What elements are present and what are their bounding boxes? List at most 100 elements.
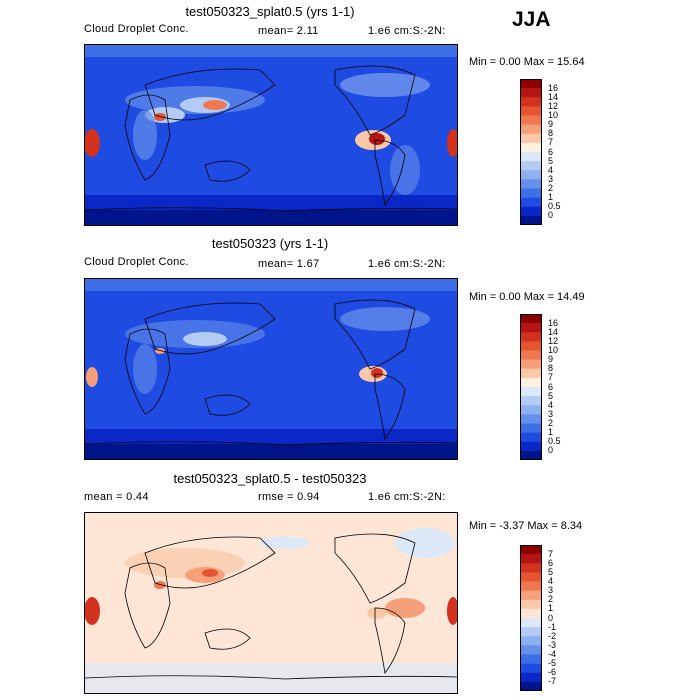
colorbar-tick-label: 5 <box>548 155 554 166</box>
panel1-minmax: Min = 0.00 Max = 15.64 <box>469 56 585 68</box>
colorbar-swatch <box>520 405 542 415</box>
colorbar-tick-label: 7 <box>548 372 554 383</box>
colorbar-swatch <box>520 88 542 98</box>
panel1-map <box>84 44 458 226</box>
colorbar-swatch <box>520 197 542 208</box>
colorbar-swatch <box>520 106 542 116</box>
colorbar-tick-label: 12 <box>548 335 559 346</box>
colorbar-tick-label: 8 <box>548 363 554 374</box>
colorbar-swatch <box>520 396 542 406</box>
colorbar-svg <box>520 79 542 226</box>
colorbar-swatch <box>520 636 542 646</box>
colorbar-tick-label: 0.5 <box>548 201 561 212</box>
colorbar-tick-label: 3 <box>548 173 554 184</box>
colorbar-tick-label: 0 <box>548 612 554 623</box>
colorbar-tick-label: 8 <box>548 128 554 139</box>
panel3-title: test050323_splat0.5 - test050323 <box>173 471 367 486</box>
colorbar-tick-label: -1 <box>548 621 557 632</box>
colorbar-swatch <box>520 654 542 664</box>
panel1-units: 1.e6 cm:S:-2N: <box>368 25 446 37</box>
colorbar-tick-label: 14 <box>548 91 559 102</box>
colorbar-tick-label: 9 <box>548 354 554 365</box>
panel3-colorbar <box>520 545 542 692</box>
colorbar-swatch <box>520 350 542 360</box>
colorbar-tick-label: 16 <box>548 317 559 328</box>
panel2-title: test050323 (yrs 1-1) <box>211 236 329 251</box>
colorbar-tick-label: 1 <box>548 192 554 203</box>
panel3-rmse: rmse = 0.94 <box>258 491 320 503</box>
colorbar-swatch <box>520 663 542 674</box>
panel3-minmax: Min = -3.37 Max = 8.34 <box>469 520 583 532</box>
colorbar-border <box>520 79 542 225</box>
colorbar-swatch <box>520 206 542 217</box>
colorbar-swatch <box>520 581 542 591</box>
colorbar-swatch <box>520 590 542 601</box>
panel1-variable-label: Cloud Droplet Conc. <box>84 23 189 35</box>
colorbar-swatch <box>520 115 542 125</box>
colorbar-swatch <box>520 341 542 351</box>
colorbar-swatch <box>520 387 542 397</box>
colorbar-tick-label: 7 <box>548 548 554 559</box>
colorbar-tick-label: 3 <box>548 408 554 419</box>
colorbar-swatch <box>520 161 542 171</box>
panel3-map-svg <box>85 513 457 693</box>
colorbar-swatch <box>520 618 542 628</box>
colorbar-tick-label: -3 <box>548 639 557 650</box>
colorbar-swatch <box>520 332 542 342</box>
colorbar-tick-label: 10 <box>548 110 559 120</box>
colorbar-swatch <box>520 672 542 683</box>
colorbar-swatch <box>520 645 542 655</box>
colorbar-tick-label: 2 <box>548 418 554 428</box>
panel2-map-svg <box>85 279 457 459</box>
colorbar-tick-label: 2 <box>548 594 554 605</box>
colorbar-swatch <box>520 627 542 637</box>
colorbar-swatch <box>520 314 542 324</box>
colorbar-tick-label: -7 <box>548 676 557 687</box>
colorbar-swatch <box>520 179 542 189</box>
panel1-map-svg <box>85 45 457 225</box>
panel1-mean: mean= 2.11 <box>258 25 319 37</box>
colorbar-tick-label: -2 <box>548 630 557 641</box>
colorbar-swatch <box>520 450 542 461</box>
colorbar-swatch <box>520 368 542 379</box>
colorbar-swatch <box>520 124 542 135</box>
colorbar-swatch <box>520 152 542 162</box>
colorbar-tick-label: 1 <box>548 603 554 614</box>
colorbar-swatch <box>520 188 542 198</box>
colorbar-swatch <box>520 608 542 619</box>
colorbar-swatch <box>520 323 542 333</box>
colorbar-swatch <box>520 572 542 582</box>
colorbar-swatch <box>520 359 542 370</box>
colorbar-swatch <box>520 681 542 692</box>
colorbar-swatch <box>520 97 542 107</box>
colorbar-tick-label: 4 <box>548 399 554 410</box>
panel3-mean: mean = 0.44 <box>84 491 149 503</box>
panel1-colorbar <box>520 79 542 226</box>
colorbar-tick-label: 4 <box>548 164 554 175</box>
colorbar-swatch <box>520 563 542 573</box>
colorbar-tick-label: -4 <box>548 649 557 659</box>
colorbar-swatch <box>520 423 542 433</box>
colorbar-tick-label: 2 <box>548 183 554 193</box>
colorbar-tick-label: 12 <box>548 100 559 111</box>
colorbar-tick-label: 14 <box>548 326 559 337</box>
colorbar-swatch <box>520 554 542 564</box>
colorbar-tick-label: 10 <box>548 345 559 355</box>
colorbar-svg <box>520 545 542 692</box>
colorbar-tick-label: -5 <box>548 658 557 669</box>
colorbar-tick-label: 1 <box>548 427 554 438</box>
season-label: JJA <box>512 8 551 31</box>
colorbar-swatch <box>520 599 542 610</box>
colorbar-tick-label: 7 <box>548 137 554 148</box>
colorbar-tick-label: 6 <box>548 381 554 392</box>
colorbar-swatch <box>520 432 542 443</box>
colorbar-swatch <box>520 215 542 226</box>
panel3-units: 1.e6 cm:S:-2N: <box>368 491 446 503</box>
colorbar-tick-label: 9 <box>548 119 554 130</box>
colorbar-swatch <box>520 170 542 180</box>
colorbar-swatch <box>520 441 542 452</box>
colorbar-tick-label: 16 <box>548 82 559 93</box>
colorbar-tick-label: 6 <box>548 146 554 157</box>
panel2-minmax: Min = 0.00 Max = 14.49 <box>469 291 585 303</box>
colorbar-tick-label: 4 <box>548 576 554 586</box>
